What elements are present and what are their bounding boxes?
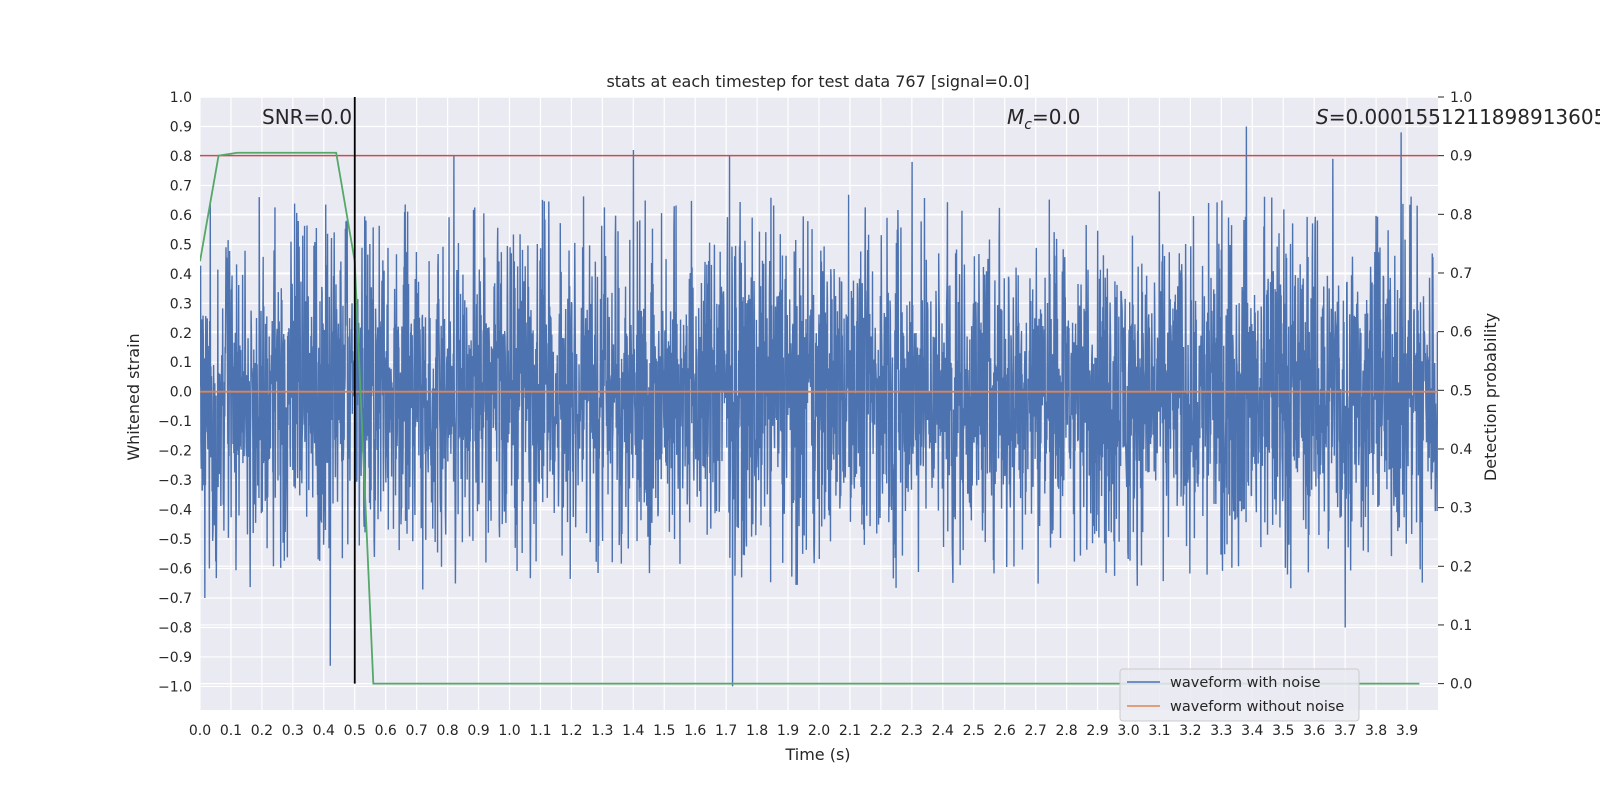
x-tick-label: 1.4 <box>622 723 644 739</box>
legend-label-noise: waveform with noise <box>1170 675 1321 691</box>
right-tick-label: 0.3 <box>1450 501 1472 517</box>
x-tick-label: 0.1 <box>220 723 242 739</box>
x-tick-label: 0.6 <box>375 723 397 739</box>
x-tick-label: 1.7 <box>715 723 737 739</box>
chirp-mass-subscript: c <box>1024 117 1032 133</box>
right-tick-label: 0.8 <box>1450 207 1472 223</box>
y-tick-label: 0.6 <box>170 208 192 224</box>
x-axis-label: Time (s) <box>784 745 850 764</box>
right-tick-label: 0.0 <box>1450 677 1472 693</box>
right-tick-label: 0.6 <box>1450 325 1472 341</box>
x-axis: 0.0 0.1 0.2 0.3 0.4 0.5 0.6 0.7 0.8 0.9 1.0 1.1 1.2 1… <box>189 723 1418 739</box>
x-tick-label: 1.3 <box>591 723 613 739</box>
legend-label-clean: waveform without noise <box>1170 699 1344 715</box>
x-tick-label: 0.0 <box>189 723 211 739</box>
x-tick-label: 2.8 <box>1055 723 1077 739</box>
y-tick-label: −0.1 <box>158 414 192 430</box>
x-tick-label: 0.5 <box>344 723 366 739</box>
y-tick-label: 0.1 <box>170 355 192 371</box>
y-tick-label: 0.3 <box>170 296 192 312</box>
y-tick-label: 1.0 <box>170 90 192 106</box>
x-tick-label: 1.2 <box>560 723 582 739</box>
y-tick-label: −0.2 <box>158 444 192 460</box>
x-tick-label: 3.3 <box>1210 723 1232 739</box>
x-tick-label: 3.7 <box>1334 723 1356 739</box>
chirp-mass-value: =0.0 <box>1032 105 1081 129</box>
y-tick-label: 0.8 <box>170 149 192 165</box>
right-y-axis: 1.0 0.9 0.8 0.7 0.6 0.5 0.4 0.3 0.2 0.1 0.0 <box>1438 90 1472 693</box>
y-tick-label: 0.5 <box>170 237 192 253</box>
y-tick-label: −0.8 <box>158 620 192 636</box>
right-tick-label: 0.4 <box>1450 442 1472 458</box>
legend: waveform with noise waveform without noi… <box>1119 668 1360 722</box>
x-tick-label: 0.7 <box>406 723 428 739</box>
right-tick-label: 0.2 <box>1450 559 1472 575</box>
x-tick-label: 3.6 <box>1303 723 1325 739</box>
y-tick-label: −0.6 <box>158 562 192 578</box>
y-axis-label: Whitened strain <box>124 333 143 460</box>
x-tick-label: 2.2 <box>870 723 892 739</box>
x-tick-label: 2.6 <box>994 723 1016 739</box>
x-tick-label: 3.2 <box>1179 723 1201 739</box>
chart-title: stats at each timestep for test data 767… <box>606 72 1029 91</box>
right-tick-label: 0.9 <box>1450 149 1472 165</box>
chirp-mass-symbol: M <box>1007 105 1024 129</box>
s-annotation: S=0.0001551211898913605 <box>1316 105 1600 129</box>
x-tick-label: 3.8 <box>1365 723 1387 739</box>
y-tick-label: 0.2 <box>170 326 192 342</box>
x-tick-label: 1.6 <box>684 723 706 739</box>
x-tick-label: 3.1 <box>1148 723 1170 739</box>
right-tick-label: 0.1 <box>1450 618 1472 634</box>
x-tick-label: 2.9 <box>1086 723 1108 739</box>
y-tick-label: −0.4 <box>158 503 192 519</box>
y-tick-label: 0.4 <box>170 267 192 283</box>
x-tick-label: 3.5 <box>1272 723 1294 739</box>
x-tick-label: 2.1 <box>839 723 861 739</box>
x-tick-label: 0.8 <box>436 723 458 739</box>
y-tick-label: −0.5 <box>158 532 192 548</box>
y-tick-label: −0.3 <box>158 473 192 489</box>
x-tick-label: 1.8 <box>746 723 768 739</box>
x-tick-label: 2.0 <box>808 723 830 739</box>
x-tick-label: 2.7 <box>1025 723 1047 739</box>
right-y-axis-label: Detection probability <box>1481 313 1500 481</box>
x-tick-label: 1.5 <box>653 723 675 739</box>
x-tick-label: 0.9 <box>467 723 489 739</box>
right-tick-label: 0.5 <box>1450 383 1472 399</box>
x-tick-label: 0.3 <box>282 723 304 739</box>
s-symbol: S <box>1316 105 1329 129</box>
left-y-axis: 1.0 0.9 0.8 0.7 0.6 0.5 0.4 0.3 0.2 0.1 0.0 −0.1 −0.… <box>158 90 192 695</box>
legend-frame <box>1119 668 1360 722</box>
snr-annotation: SNR=0.0 <box>262 105 352 129</box>
s-value: =0.0001551211898913605 <box>1329 105 1600 129</box>
x-tick-label: 3.4 <box>1241 723 1263 739</box>
series-waveform-with-noise <box>200 126 1438 687</box>
x-tick-label: 1.9 <box>777 723 799 739</box>
series-detection-probability <box>200 151 1420 685</box>
y-tick-label: −1.0 <box>158 679 192 695</box>
x-tick-label: 2.4 <box>932 723 954 739</box>
x-tick-label: 0.2 <box>251 723 273 739</box>
right-tick-label: 0.7 <box>1450 266 1472 282</box>
y-tick-label: −0.9 <box>158 650 192 666</box>
y-tick-label: 0.7 <box>170 178 192 194</box>
y-tick-label: 0.9 <box>170 119 192 135</box>
series-layer <box>200 97 1438 687</box>
y-tick-label: −0.7 <box>158 591 192 607</box>
x-tick-label: 3.0 <box>1117 723 1139 739</box>
x-tick-label: 2.3 <box>901 723 923 739</box>
x-tick-label: 0.4 <box>313 723 335 739</box>
x-tick-label: 2.5 <box>963 723 985 739</box>
y-tick-label: 0.0 <box>170 385 192 401</box>
x-tick-label: 1.1 <box>529 723 551 739</box>
x-tick-label: 3.9 <box>1396 723 1418 739</box>
right-tick-label: 1.0 <box>1450 90 1472 106</box>
x-tick-label: 1.0 <box>498 723 520 739</box>
chirp-mass-annotation: Mc=0.0 <box>1007 105 1081 133</box>
